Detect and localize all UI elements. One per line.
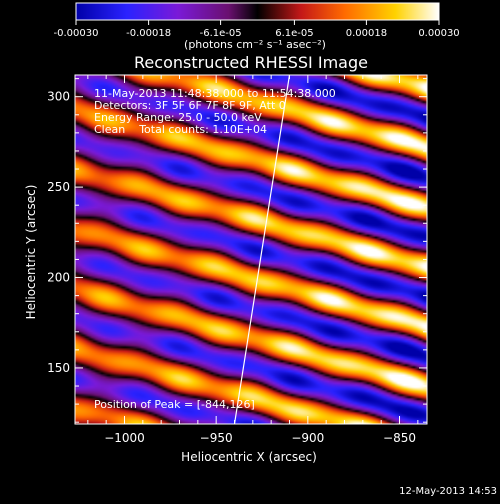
colorbar-tick-label: 6.1e-05 bbox=[275, 28, 313, 39]
colorbar-tick-label: 0.00030 bbox=[418, 28, 459, 39]
footer-timestamp: 12-May-2013 14:53 bbox=[399, 486, 497, 497]
heatmap-image bbox=[75, 75, 427, 424]
method-counts: Clean Total counts: 1.10E+04 bbox=[94, 123, 267, 136]
energy-range: Energy Range: 25.0 - 50.0 keV bbox=[94, 111, 262, 124]
colorbar-tick-label: -6.1e-05 bbox=[200, 28, 242, 39]
solar-limb-line bbox=[233, 75, 291, 424]
y-tick-label: 150 bbox=[47, 361, 70, 375]
y-tick-label: 300 bbox=[47, 90, 70, 104]
peak-position: Position of Peak = [-844,126] bbox=[94, 398, 255, 411]
y-tick-label: 200 bbox=[47, 271, 70, 285]
colorbar-tick-label: 0.00018 bbox=[346, 28, 387, 39]
x-tick-label: −900 bbox=[291, 431, 324, 445]
colorbar-units: (photons cm⁻² s⁻¹ asec⁻²) bbox=[184, 38, 326, 51]
chart-title: Reconstructed RHESSI Image bbox=[134, 53, 368, 72]
x-axis-label: Heliocentric X (arcsec) bbox=[181, 450, 317, 464]
y-axis-label: Heliocentric Y (arcsec) bbox=[24, 185, 38, 320]
detectors: Detectors: 3F 5F 6F 7F 8F 9F, Att 0 bbox=[94, 99, 286, 112]
colorbar-tick-label: -0.00018 bbox=[126, 28, 171, 39]
colorbar bbox=[75, 2, 440, 21]
plot-frame bbox=[74, 74, 428, 425]
time-range: 11-May-2013 11:48:38.000 to 11:54:38.000 bbox=[94, 87, 336, 100]
heatmap bbox=[75, 75, 427, 424]
y-axis-ticks: 150 200 250 300 bbox=[47, 78, 427, 423]
x-tick-label: −850 bbox=[383, 431, 416, 445]
x-axis-ticks: −1000 −950 −900 −850 bbox=[87, 75, 419, 445]
y-tick-label: 250 bbox=[47, 180, 70, 194]
colorbar-ticks: -0.00030 -0.00018 -6.1e-05 6.1e-05 0.00018 0.… bbox=[54, 20, 460, 39]
x-tick-label: −1000 bbox=[104, 431, 145, 445]
colorbar-tick-label: -0.00030 bbox=[54, 28, 99, 39]
x-tick-label: −950 bbox=[200, 431, 233, 445]
